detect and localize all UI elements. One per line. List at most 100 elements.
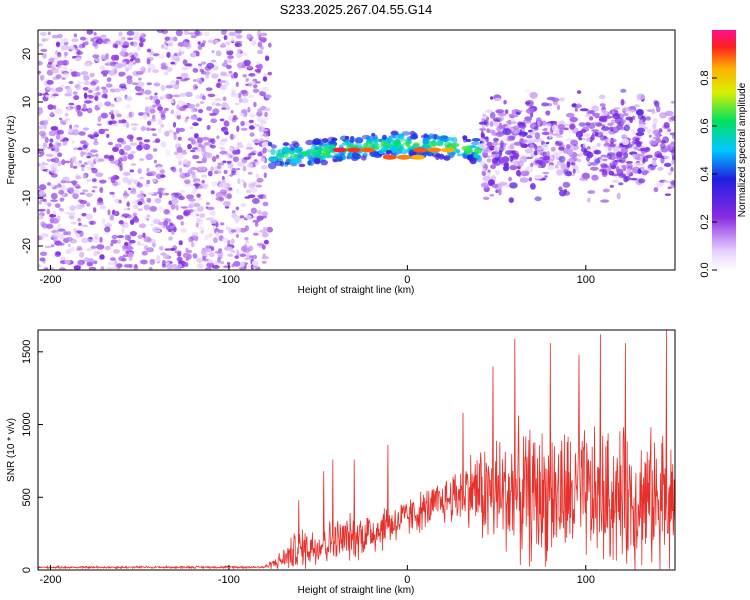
heatmap-cell xyxy=(81,224,89,228)
heatmap-cell xyxy=(198,197,203,201)
heatmap-cell xyxy=(65,237,73,242)
heatmap-cell xyxy=(49,217,54,224)
heatmap-cell xyxy=(224,205,230,209)
heatmap-cell xyxy=(572,168,576,174)
heatmap-cell xyxy=(600,109,609,116)
heatmap-cell xyxy=(132,212,138,217)
heatmap-cell xyxy=(215,102,221,107)
heatmap-cell xyxy=(456,153,462,157)
heatmap-cell xyxy=(179,167,183,174)
heatmap-cell xyxy=(146,82,152,86)
heatmap-cell xyxy=(489,120,494,127)
heatmap-cell xyxy=(598,119,608,123)
heatmap-cell xyxy=(189,201,195,205)
heatmap-cell xyxy=(397,133,405,140)
heatmap-cell xyxy=(74,57,82,60)
heatmap-cell xyxy=(203,142,210,146)
heatmap-cell xyxy=(101,58,106,62)
heatmap-cell xyxy=(118,119,122,124)
heatmap-cell xyxy=(58,189,65,195)
heatmap-cell xyxy=(671,145,675,150)
heatmap-peak xyxy=(410,154,425,160)
heatmap-cell xyxy=(38,208,46,212)
heatmap-cell xyxy=(344,136,350,140)
heatmap-cell xyxy=(126,30,135,36)
heatmap-cell xyxy=(221,107,227,110)
colorbar-ticks: 0.0 0.2 0.4 0.6 0.8 xyxy=(699,70,717,278)
heatmap-cell xyxy=(234,102,240,106)
heatmap-cell xyxy=(184,172,191,178)
heatmap-cell xyxy=(223,169,228,175)
heatmap-cell xyxy=(563,190,571,196)
heatmap-cell xyxy=(216,135,220,140)
heatmap-cell xyxy=(136,46,141,51)
heatmap-cell xyxy=(106,133,110,138)
colorbar-tick-label: 0.0 xyxy=(699,262,711,277)
heatmap-cell xyxy=(200,42,206,48)
heatmap-cell xyxy=(513,141,523,146)
heatmap-cell xyxy=(181,129,185,132)
heatmap-cell xyxy=(494,163,501,166)
heatmap-cell xyxy=(601,126,610,131)
heatmap-cell xyxy=(635,132,645,136)
heatmap-cell xyxy=(152,133,157,137)
heatmap-cell xyxy=(627,109,636,116)
heatmap-cell xyxy=(633,104,640,108)
heatmap-cell xyxy=(175,204,179,211)
heatmap-cell xyxy=(250,207,257,214)
heatmap-cell xyxy=(242,165,247,172)
heatmap-cell xyxy=(166,263,174,270)
heatmap-cell xyxy=(196,217,202,223)
heatmap-cell xyxy=(184,179,191,185)
heatmap-cell xyxy=(83,151,87,156)
heatmap-cell xyxy=(121,213,130,217)
heatmap-cell xyxy=(187,169,193,173)
heatmap-cell xyxy=(89,72,95,78)
heatmap-cell xyxy=(599,168,606,173)
heatmap-cell xyxy=(117,182,121,186)
heatmap-cell xyxy=(529,183,536,190)
heatmap-cell xyxy=(160,114,166,120)
heatmap-cell xyxy=(104,226,111,233)
heatmap-cell xyxy=(221,237,229,243)
heatmap-cell xyxy=(333,152,340,157)
heatmap-cell xyxy=(478,143,487,149)
heatmap-cell xyxy=(130,219,135,226)
heatmap-cell xyxy=(121,44,129,49)
heatmap-cell xyxy=(118,157,123,163)
heatmap-cell xyxy=(222,96,227,102)
heatmap-cell xyxy=(257,41,263,48)
heatmap-cell xyxy=(530,152,535,159)
heatmap-cell xyxy=(534,160,543,164)
heatmap-cell xyxy=(199,213,206,219)
heatmap-cell xyxy=(133,204,139,209)
heatmap-cell xyxy=(640,166,645,172)
heatmap-cell xyxy=(183,211,189,217)
heatmap-cell xyxy=(126,134,134,140)
heatmap-cell xyxy=(123,144,132,151)
heatmap-cell xyxy=(519,177,529,183)
heatmap-cell xyxy=(549,155,553,160)
heatmap-cell xyxy=(604,145,609,152)
heatmap-cell xyxy=(96,85,100,91)
heatmap-cell xyxy=(543,127,548,132)
heatmap-cell xyxy=(190,114,198,120)
heatmap-cell xyxy=(174,250,182,254)
heatmap-cell xyxy=(127,207,131,211)
heatmap-cell xyxy=(154,103,162,107)
heatmap-cell xyxy=(264,107,271,112)
heatmap-cell xyxy=(261,129,268,132)
heatmap-cell xyxy=(183,30,189,36)
heatmap-cell xyxy=(160,252,167,256)
heatmap-cell xyxy=(602,188,610,193)
heatmap-cell xyxy=(241,64,247,69)
heatmap-cell xyxy=(93,251,98,257)
heatmap-cell xyxy=(536,117,542,123)
heatmap-cell xyxy=(71,74,78,77)
heatmap-cell xyxy=(234,42,243,47)
heatmap-cell xyxy=(164,36,171,42)
heatmap-cell xyxy=(205,201,210,206)
heatmap-cell xyxy=(302,150,308,156)
heatmap-cell xyxy=(125,67,130,72)
heatmap-cell xyxy=(216,165,222,170)
